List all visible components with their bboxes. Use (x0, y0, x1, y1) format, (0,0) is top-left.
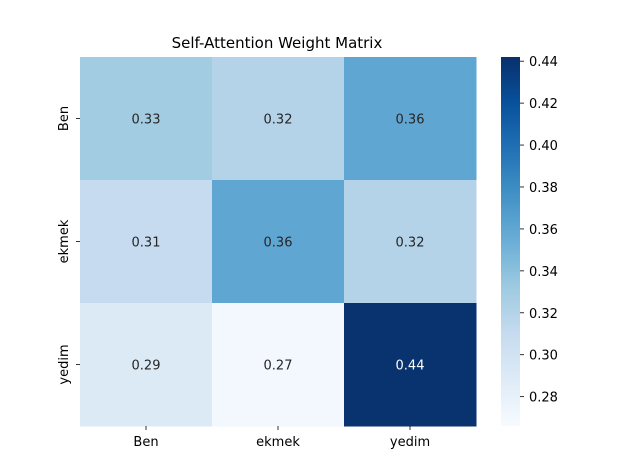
y-tick-label: ekmek (57, 219, 72, 263)
x-axis: Ben ekmek yedim (133, 426, 430, 450)
colorbar-tick-label: 0.42 (529, 97, 558, 112)
cell-value-label: 0.27 (264, 359, 293, 374)
colorbar-tick-label: 0.30 (529, 349, 558, 364)
cell-value-label: 0.33 (132, 113, 161, 128)
heatmap-cells: 0.33 0.32 0.36 0.31 0.36 0.32 0.29 0.27 0.44 (80, 57, 477, 427)
colorbar-tick-label: 0.32 (529, 307, 558, 322)
colorbar-gradient (501, 57, 520, 426)
y-axis: Ben ekmek yedim (57, 106, 80, 385)
colorbar-tick-label: 0.40 (529, 139, 558, 154)
cell-value-label: 0.31 (132, 236, 161, 251)
cell-value-label: 0.32 (264, 113, 293, 128)
x-tick-label: Ben (133, 435, 158, 450)
colorbar-tick-label: 0.44 (529, 55, 558, 70)
x-tick-label: yedim (390, 435, 430, 450)
y-tick-label: Ben (57, 106, 72, 131)
cell-value-label: 0.29 (132, 359, 161, 374)
y-tick-label: yedim (57, 344, 72, 384)
cell-value-label: 0.36 (396, 113, 425, 128)
colorbar-tick-label: 0.34 (529, 265, 558, 280)
chart-title: Self-Attention Weight Matrix (172, 34, 383, 52)
cell-value-label: 0.36 (264, 236, 293, 251)
cell-value-label: 0.44 (396, 359, 425, 374)
colorbar-tick-label: 0.28 (529, 391, 558, 406)
cell-value-label: 0.32 (396, 236, 425, 251)
colorbar-tick-label: 0.38 (529, 181, 558, 196)
colorbar: 0.28 0.30 0.32 0.34 0.36 0.38 0.40 0.42 0.44 (501, 55, 558, 426)
x-tick-label: ekmek (256, 435, 300, 450)
colorbar-tick-label: 0.36 (529, 223, 558, 238)
